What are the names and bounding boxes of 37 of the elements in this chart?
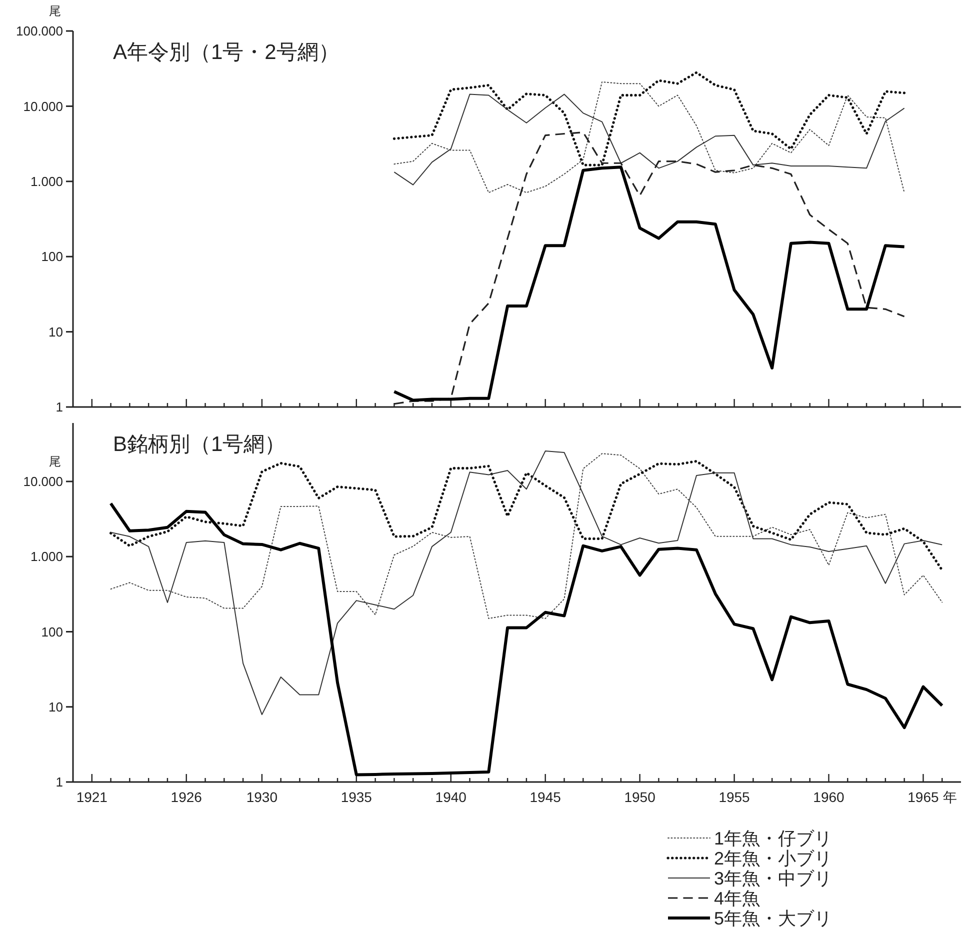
legend-label: 3年魚・中ブリ — [714, 868, 832, 888]
x-tick-label: 1926 — [170, 789, 202, 805]
x-tick-label: 1945 — [530, 789, 562, 805]
y-tick-label: 1.000 — [30, 549, 63, 564]
y-tick-label: 100 — [41, 249, 63, 264]
line-series — [109, 460, 944, 572]
y-axis-title: 尾 — [49, 454, 61, 468]
y-axis-title: 尾 — [49, 4, 61, 18]
line-series — [392, 71, 906, 166]
x-tick-label: 1940 — [435, 789, 467, 805]
x-tick-label: 1955 — [718, 789, 750, 805]
legend-label: 1年魚・仔ブリ — [714, 828, 832, 848]
y-tick-label: 10.000 — [23, 474, 63, 490]
x-axis-title: 年 — [943, 789, 958, 805]
y-tick-label: 1.000 — [30, 174, 63, 189]
x-tick-label: 1960 — [813, 789, 845, 805]
x-tick-label: 1950 — [624, 789, 656, 805]
line-series — [110, 453, 943, 619]
y-tick-label: 100.000 — [16, 24, 63, 39]
legend-label: 4年魚 — [714, 888, 760, 908]
line-series — [394, 94, 905, 186]
text: A年令別（1号・2号網） — [113, 41, 340, 64]
line-series — [394, 81, 905, 194]
y-tick-label: 10 — [48, 699, 63, 714]
y-tick-label: 100 — [41, 624, 63, 640]
x-tick-label: 1965 — [908, 789, 939, 805]
text: B銘柄別（1号網） — [113, 433, 286, 456]
y-tick-label: 1 — [56, 774, 63, 790]
x-tick-label: 1935 — [340, 789, 372, 805]
y-tick-label: 10.000 — [23, 98, 63, 114]
line-series — [109, 502, 944, 776]
legend-label: 5年魚・大ブリ — [714, 908, 832, 928]
x-tick-label: 1921 — [76, 789, 108, 805]
legend-label: 2年魚・小ブリ — [714, 848, 832, 868]
x-tick-label: 1930 — [246, 789, 278, 805]
y-tick-label: 1 — [56, 400, 63, 415]
y-tick-label: 10 — [48, 324, 63, 340]
